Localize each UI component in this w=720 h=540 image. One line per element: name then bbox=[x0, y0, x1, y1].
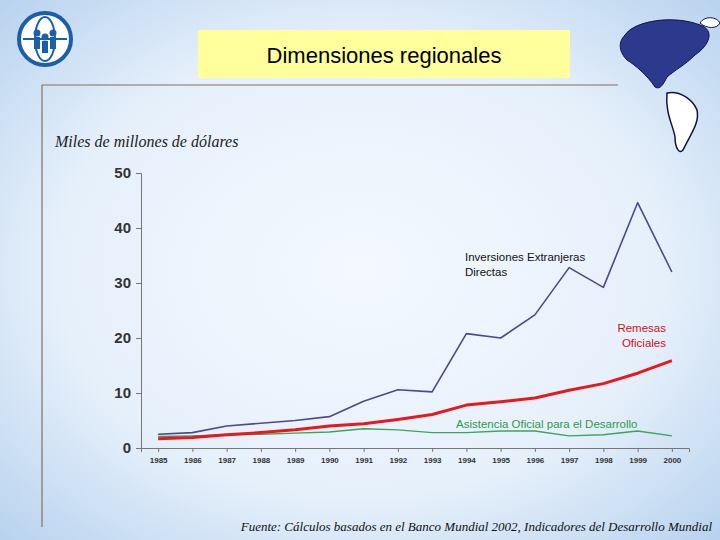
x-tick: 1996 bbox=[526, 448, 544, 465]
x-tick: 1995 bbox=[492, 448, 510, 465]
x-tick-label: 1993 bbox=[424, 456, 442, 465]
y-axis: 0 10 20 30 40 50 bbox=[114, 164, 141, 456]
x-tick: 1994 bbox=[458, 448, 476, 465]
y-tick-label: 30 bbox=[114, 274, 131, 291]
x-tick: 1990 bbox=[321, 448, 339, 465]
y-axis-line bbox=[136, 174, 142, 449]
x-tick-label: 1991 bbox=[355, 456, 373, 465]
y-tick: 0 bbox=[123, 439, 141, 456]
logo-figure bbox=[34, 30, 41, 37]
title-box bbox=[198, 30, 570, 78]
logo bbox=[19, 13, 71, 65]
x-tick: 1987 bbox=[218, 448, 236, 465]
frame-line bbox=[41, 85, 42, 527]
map-icon bbox=[620, 18, 720, 152]
x-tick-label: 1986 bbox=[184, 456, 202, 465]
x-tick-label: 1987 bbox=[218, 456, 236, 465]
y-tick-label: 0 bbox=[123, 439, 131, 456]
x-tick-mark bbox=[261, 448, 262, 452]
x-tick-label: 1999 bbox=[629, 456, 647, 465]
series-label: Inversiones ExtranjerasDirectas bbox=[465, 251, 585, 278]
logo-figure bbox=[42, 41, 48, 53]
series-line bbox=[158, 203, 672, 435]
x-tick-label: 1988 bbox=[252, 456, 270, 465]
x-tick: 1985 bbox=[150, 448, 168, 465]
x-tick: 1988 bbox=[252, 448, 270, 465]
y-tick: 40 bbox=[114, 219, 141, 236]
x-tick-mark bbox=[364, 448, 365, 452]
x-tick-mark bbox=[227, 448, 228, 452]
title: Dimensiones regionales bbox=[267, 43, 502, 68]
x-tick: 1993 bbox=[424, 448, 442, 465]
frame-line bbox=[42, 84, 618, 85]
x-tick-mark bbox=[569, 448, 570, 452]
source-note: Fuente: Cálculos basados en el Banco Mun… bbox=[240, 519, 713, 534]
x-tick: 1998 bbox=[595, 448, 613, 465]
y-tick: 20 bbox=[114, 329, 141, 346]
logo-figure bbox=[42, 34, 49, 41]
x-tick-label: 1985 bbox=[150, 456, 168, 465]
x-tick-label: 1995 bbox=[492, 456, 510, 465]
y-tick-label: 10 bbox=[114, 384, 131, 401]
x-axis-line bbox=[142, 449, 690, 453]
x-tick-label: 1994 bbox=[458, 456, 476, 465]
y-tick: 10 bbox=[114, 384, 141, 401]
logo-ring bbox=[19, 13, 71, 65]
plot-area bbox=[158, 203, 672, 439]
x-tick: 1986 bbox=[184, 448, 202, 465]
y-tick-label: 50 bbox=[114, 164, 131, 181]
x-tick-mark bbox=[295, 448, 296, 452]
x-tick-mark bbox=[603, 448, 604, 452]
x-tick-label: 1996 bbox=[526, 456, 544, 465]
x-tick-label: 1997 bbox=[561, 456, 579, 465]
x-tick-mark bbox=[192, 448, 193, 452]
x-tick-mark bbox=[158, 448, 159, 452]
x-axis: 1985 1986 1987 1988 1989 1990 1991 1992 1993 1994… bbox=[142, 448, 690, 465]
x-tick-mark bbox=[329, 448, 330, 452]
x-tick: 1999 bbox=[629, 448, 647, 465]
y-tick-mark bbox=[136, 283, 141, 284]
x-tick-mark bbox=[672, 448, 673, 452]
series-label: Asistencia Oficial para el Desarrollo bbox=[456, 418, 638, 430]
x-tick-label: 1998 bbox=[595, 456, 613, 465]
map-north-america bbox=[620, 20, 709, 88]
x-tick-label: 1992 bbox=[389, 456, 407, 465]
slide: Dimensiones regionales Miles de millones … bbox=[0, 0, 720, 540]
x-tick: 1992 bbox=[389, 448, 407, 465]
y-tick-label: 40 bbox=[114, 219, 131, 236]
x-tick-mark bbox=[432, 448, 433, 452]
y-tick-mark bbox=[136, 393, 141, 394]
x-tick-mark bbox=[535, 448, 536, 452]
y-tick: 30 bbox=[114, 274, 141, 291]
x-tick: 2000 bbox=[663, 448, 681, 465]
logo-figure bbox=[34, 37, 40, 49]
logo-meridian bbox=[35, 17, 55, 61]
background bbox=[0, 0, 720, 540]
y-label: Miles de millones de dólares bbox=[54, 133, 238, 150]
x-tick-label: 2000 bbox=[663, 456, 681, 465]
map-south-america bbox=[667, 92, 698, 151]
x-tick: 1991 bbox=[355, 448, 373, 465]
x-tick-mark bbox=[638, 448, 639, 452]
logo-figure bbox=[50, 30, 57, 37]
logo-figure bbox=[50, 37, 56, 49]
y-tick-mark bbox=[136, 173, 141, 174]
x-tick-label: 1990 bbox=[321, 456, 339, 465]
map-greenland bbox=[700, 18, 720, 28]
x-tick-mark bbox=[466, 448, 467, 452]
x-tick-mark bbox=[501, 448, 502, 452]
x-tick: 1989 bbox=[287, 448, 305, 465]
y-tick-label: 20 bbox=[114, 329, 131, 346]
y-tick-mark bbox=[136, 338, 141, 339]
series-label: RemesasOficiales bbox=[617, 322, 666, 349]
y-tick-mark bbox=[136, 228, 141, 229]
x-tick-label: 1989 bbox=[287, 456, 305, 465]
x-tick: 1997 bbox=[561, 448, 579, 465]
y-tick: 50 bbox=[114, 164, 141, 181]
series-line bbox=[158, 361, 672, 439]
y-tick-mark bbox=[136, 448, 141, 449]
x-tick-mark bbox=[398, 448, 399, 452]
